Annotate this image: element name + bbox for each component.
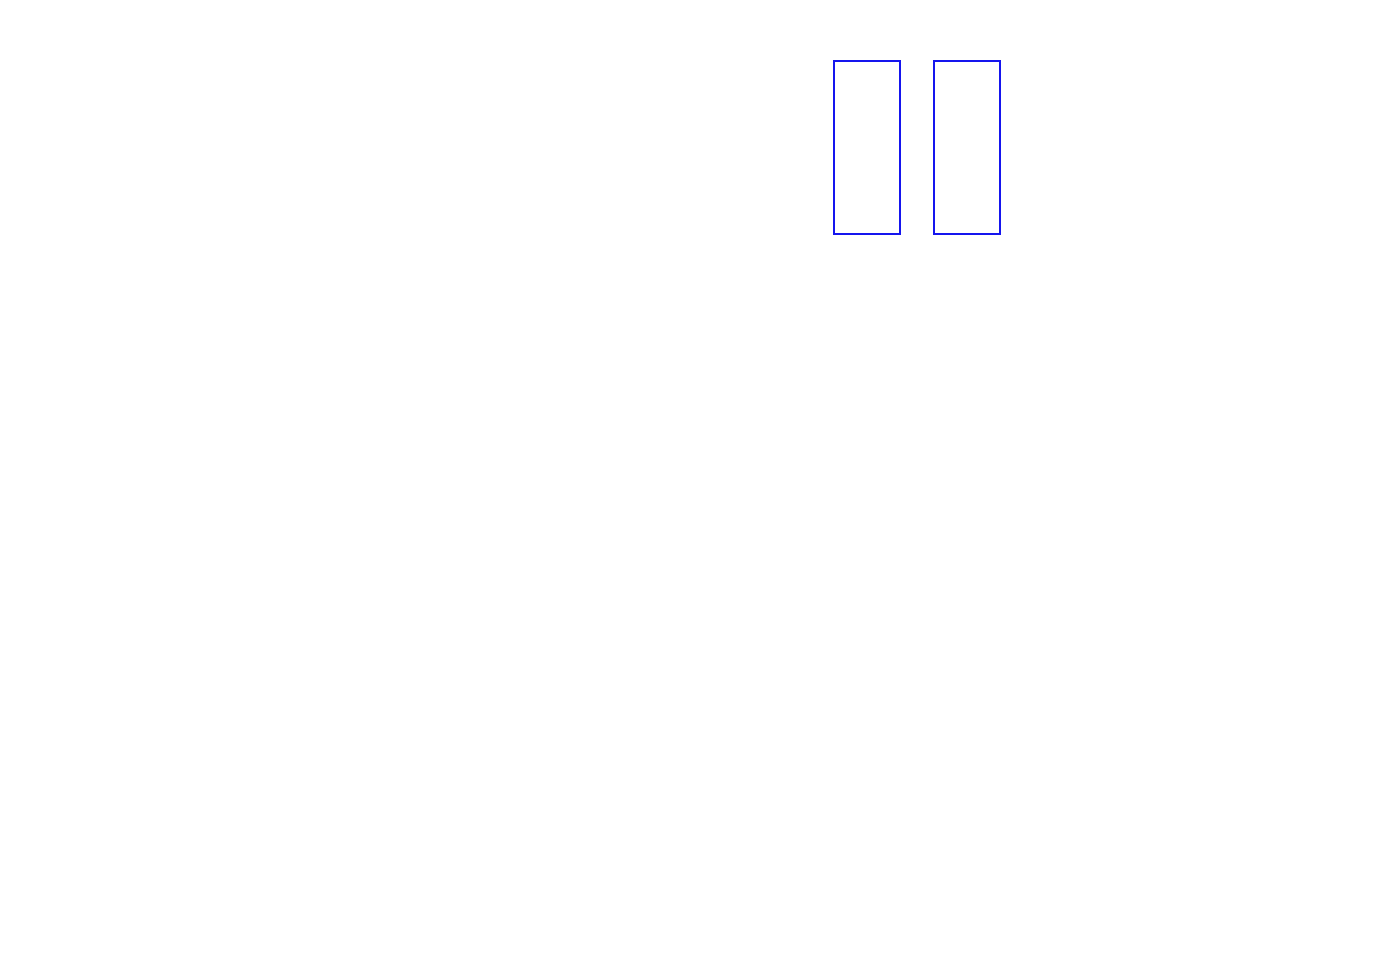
- clean-image: [933, 60, 1001, 235]
- header-gap: [1064, 5, 1080, 20]
- line-fit-plot: [1038, 42, 1338, 227]
- spec2d-strips-canvas: [465, 45, 747, 255]
- full-spectrum-plot: [55, 335, 1345, 465]
- with-sky-image: [833, 60, 901, 235]
- header-version-line: [1064, 5, 1080, 20]
